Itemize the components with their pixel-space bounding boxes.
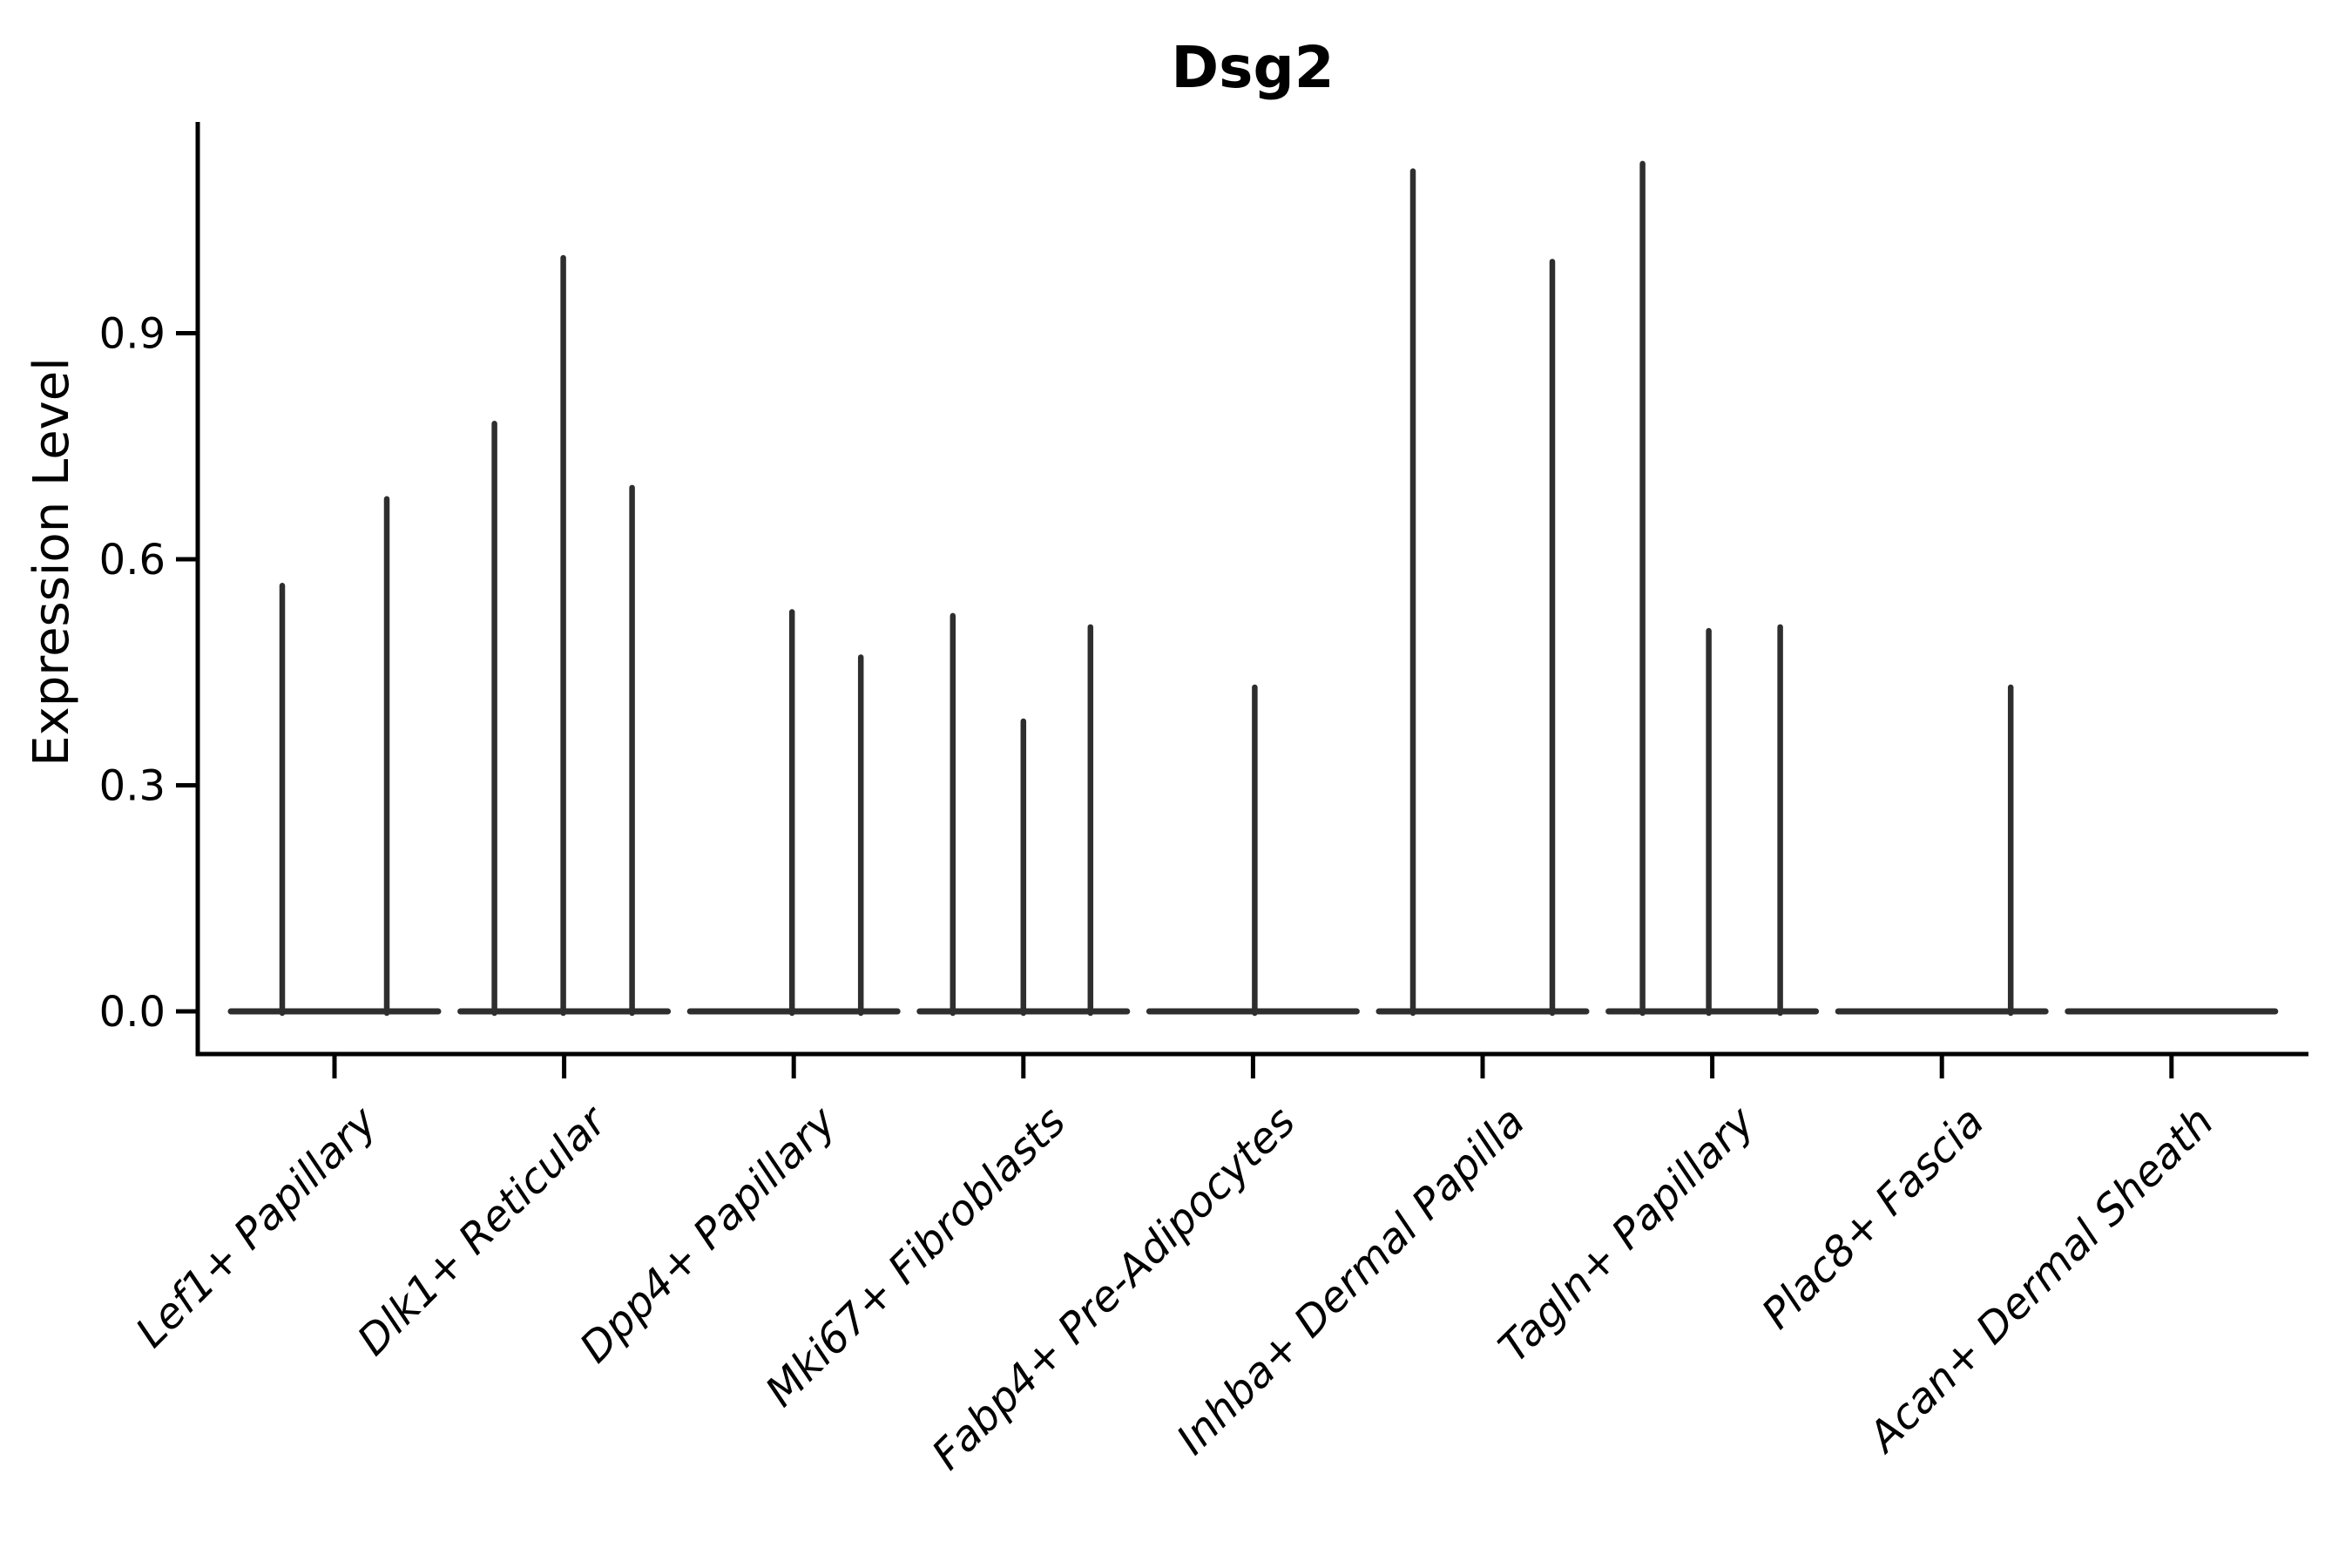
- y-tick-label: 0.9: [99, 309, 166, 358]
- x-tick-label: Tagln+ Papillary: [1490, 1097, 1765, 1372]
- y-tick-label: 0.0: [99, 988, 166, 1037]
- violins: [227, 160, 2279, 1017]
- x-tick-label: Dpp4+ Papillary: [571, 1097, 846, 1372]
- x-tick-label: Dlk1+ Reticular: [348, 1095, 618, 1365]
- y-tick-label: 0.6: [99, 536, 166, 585]
- y-axis-ticks: 0.0 0.3 0.6 0.9: [99, 309, 198, 1037]
- x-tick-label: Lef1+ Papillary: [126, 1097, 387, 1357]
- y-axis-label: Expression Level: [24, 357, 80, 767]
- x-axis-ticks: [332, 1054, 2174, 1078]
- x-tick-label: Fabp4+ Pre-Adipocytes: [923, 1098, 1305, 1480]
- x-tick-label: Plac8+ Fascia: [1753, 1098, 1994, 1339]
- y-tick-label: 0.3: [99, 761, 166, 810]
- chart-title: Dsg2: [1171, 34, 1334, 101]
